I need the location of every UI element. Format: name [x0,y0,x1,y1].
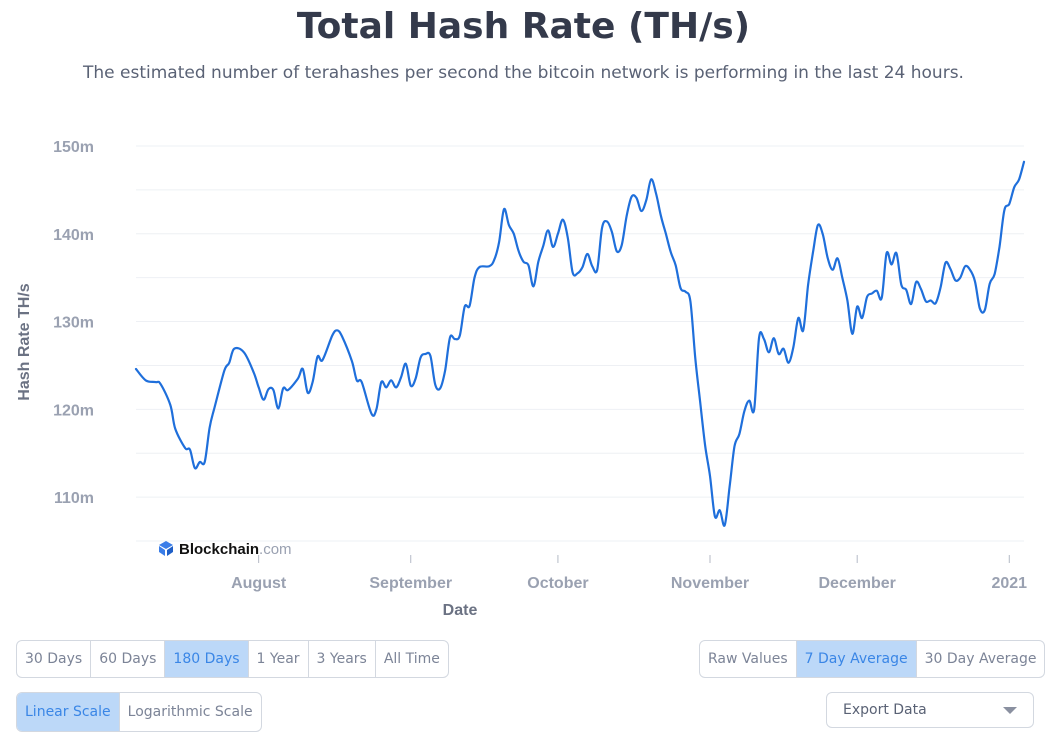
hash-rate-chart: 150m 140m 130m 120m 110m August September Octo… [16,139,1027,619]
y-tick-label: 120m [53,402,94,419]
x-tick-label: August [231,575,287,592]
period-button-1-year[interactable]: 1 Year [249,641,309,677]
period-button-all-time[interactable]: All Time [383,651,440,667]
average-button-30-day-average[interactable]: 30 Day Average [924,651,1037,667]
period-button-180-days[interactable]: 180 Days [165,641,249,677]
average-button-raw-values[interactable]: Raw Values [700,641,797,677]
hash-rate-series-line [134,160,1026,527]
x-tick-label: October [527,575,588,592]
grid-lines [136,145,1024,542]
scale-button-linear-scale[interactable]: Linear Scale [17,693,120,731]
x-axis-ticks: August September October November December 20… [231,555,1027,592]
watermark-brand: Blockchain [179,541,259,558]
export-data-dropdown[interactable]: Export Data [826,692,1034,728]
watermark: Blockchain.com [159,541,292,558]
chart-title: Total Hash Rate (TH/s) [296,6,751,47]
y-tick-label: 110m [54,490,94,507]
watermark-suffix: .com [259,541,292,558]
scale-selector: Linear Scale Logarithmic Scale [16,692,262,732]
y-tick-label: 150m [53,139,94,156]
scale-button-logarithmic-scale[interactable]: Logarithmic Scale [127,704,253,720]
y-axis-label: Hash Rate TH/s [16,283,33,400]
blockchain-logo-icon [159,541,173,556]
x-axis-label: Date [443,602,478,619]
chart-subtitle: The estimated number of terahashes per s… [83,63,964,83]
svg-text:Blockchain.com: Blockchain.com [179,541,292,558]
chevron-down-icon [1003,706,1017,714]
y-tick-label: 140m [53,227,94,244]
averaging-selector: Raw Values 7 Day Average 30 Day Average [699,640,1046,678]
period-button-3-years[interactable]: 3 Years [309,641,376,677]
period-button-60-days[interactable]: 60 Days [91,641,166,677]
period-button-30-days[interactable]: 30 Days [17,641,92,677]
x-tick-label: December [819,575,896,592]
average-button-7-day-average[interactable]: 7 Day Average [796,641,917,677]
time-period-selector: 30 Days 60 Days 180 Days 1 Year 3 Years All T… [16,640,449,678]
y-tick-label: 130m [53,315,94,332]
y-axis-ticks: 150m 140m 130m 120m 110m [53,139,94,507]
x-tick-label: September [369,575,452,592]
x-tick-label: 2021 [991,575,1027,592]
x-tick-label: November [671,575,749,592]
export-data-label: Export Data [843,702,927,718]
